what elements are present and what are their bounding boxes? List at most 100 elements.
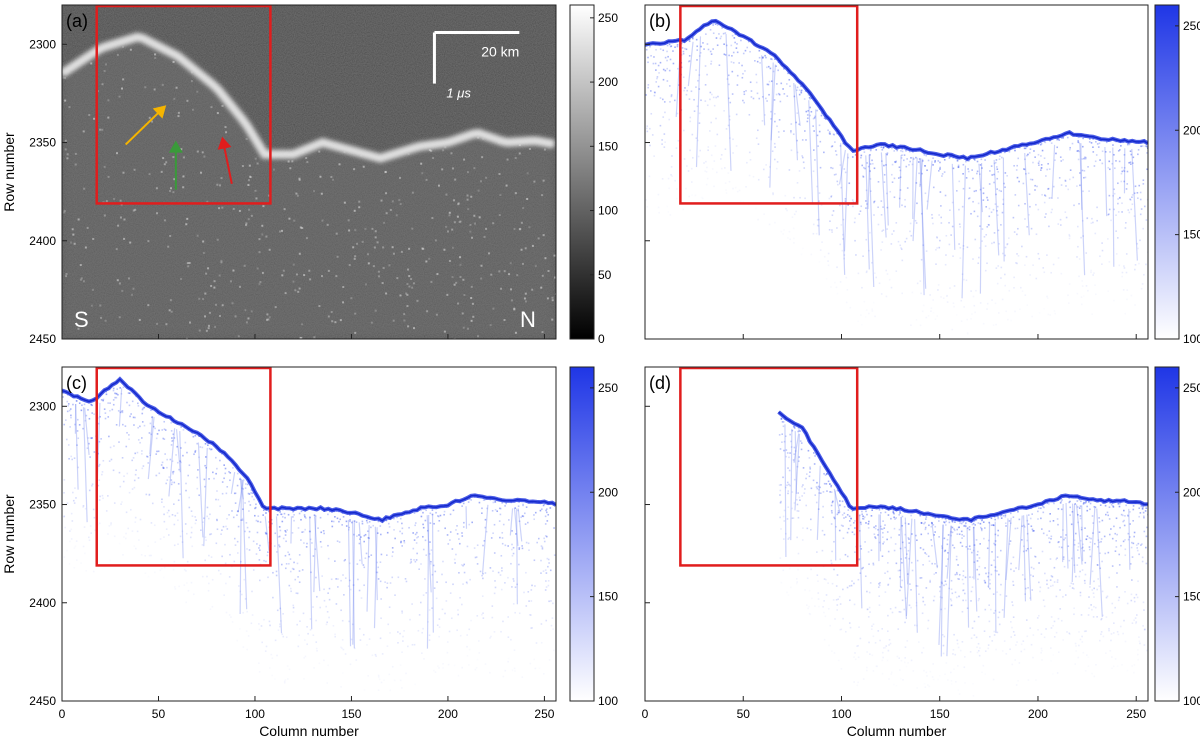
highlight-box [95, 367, 272, 567]
speckle [62, 45, 556, 339]
arrow-2 [217, 136, 233, 184]
x-tick-label: 100 [245, 707, 265, 721]
arrow-shaft [124, 111, 160, 146]
plot-area-d [679, 367, 1148, 689]
y-axis-label: Row number [1, 494, 17, 574]
colorbar-tick-label: 250 [1183, 19, 1200, 33]
y-tick-label: 2300 [29, 37, 56, 51]
y-axis: 2300 2350 2400 2450 [29, 399, 67, 708]
echo-density [62, 381, 556, 692]
x-tick-label: 50 [737, 707, 751, 721]
y-axis-label: Row number [1, 132, 17, 212]
plot-frame [61, 366, 557, 702]
y-tick-label: 2350 [29, 498, 56, 512]
colorbar: 100 150 200 250 [1154, 4, 1200, 346]
colorbar: 100 150 200 250 [1154, 366, 1200, 708]
plot-area-c [62, 367, 556, 692]
colorbar-tick-label: 250 [1183, 381, 1200, 395]
x-tick-label: 50 [152, 707, 166, 721]
x-tick-label: 150 [341, 707, 361, 721]
y-tick-label: 2450 [29, 332, 56, 346]
south-label: S [74, 307, 89, 332]
x-tick-label: 100 [831, 707, 851, 721]
arrow-shaft [223, 146, 233, 184]
arrow-0 [124, 105, 167, 146]
colorbar-tick-label: 200 [598, 485, 618, 499]
x-axis: 0 50 100 150 200 250 [59, 696, 555, 721]
colorbar-tick-label: 0 [598, 332, 605, 346]
surface-echo-core [62, 35, 555, 160]
colorbar-tick-label: 200 [598, 75, 618, 89]
x-axis [644, 334, 1137, 339]
x-tick-label: 250 [1126, 707, 1146, 721]
colorbar: 100 150 200 250 [569, 366, 618, 708]
colorbar-tick-label: 100 [598, 694, 618, 708]
y-tick-label: 2350 [29, 136, 56, 150]
colorbar-tick-label: 250 [598, 381, 618, 395]
panel-b: (b) 100 150 200 250 [644, 4, 1200, 346]
surface-echo-core [778, 411, 1148, 522]
surface-echo-core [62, 378, 556, 522]
arrow-1 [168, 140, 183, 190]
x-tick-label: 150 [930, 707, 950, 721]
colorbar-tick-label: 100 [598, 204, 618, 218]
colorbar-tick-label: 100 [1183, 332, 1200, 346]
colorbar-tick-label: 100 [1183, 694, 1200, 708]
x-axis-label: Column number [259, 723, 359, 739]
y-tick-label: 2300 [29, 399, 56, 413]
y-tick-label: 2450 [29, 694, 56, 708]
panel-d: (d) 0 50 100 150 200 250 Column number 100 150 200… [642, 366, 1200, 739]
colorbar-scale [569, 4, 595, 340]
x-axis: 0 50 100 150 200 250 [642, 696, 1147, 721]
highlight-box [95, 5, 272, 205]
plot-frame [61, 4, 557, 340]
surface-echo [645, 18, 1148, 162]
arrow-head [217, 136, 232, 150]
plot-frame [644, 366, 1149, 702]
y-tick-label: 2400 [29, 234, 56, 248]
echo-density [645, 19, 1148, 331]
x-tick-label: 250 [534, 707, 554, 721]
y-axis [645, 43, 650, 340]
x-axis-label: Column number [847, 723, 947, 739]
panel-label: (c) [66, 373, 87, 393]
surface-echo [62, 376, 556, 524]
y-tick-label: 2400 [29, 596, 56, 610]
scale-label-horizontal: 20 km [481, 44, 519, 60]
plot-frame [644, 4, 1149, 340]
plot-area-a [62, 5, 556, 339]
panel-a: 20 km 1 μs S N (a) 2300 2350 2400 2450 Row number… [1, 4, 618, 346]
y-axis [645, 405, 650, 702]
colorbar-scale [1154, 4, 1180, 340]
subsurface-glow [62, 36, 556, 339]
colorbar-tick-label: 150 [598, 590, 618, 604]
y-axis: 2300 2350 2400 2450 [29, 37, 67, 346]
x-axis [61, 334, 545, 339]
colorbar-tick-label: 200 [1183, 123, 1200, 137]
colorbar-tick-label: 50 [598, 268, 612, 282]
panel-label: (a) [66, 11, 88, 31]
x-tick-label: 0 [642, 707, 649, 721]
echo-density [778, 414, 1148, 689]
colorbar-tick-label: 150 [1183, 590, 1200, 604]
colorbar: 0 50 100 150 200 250 [569, 4, 618, 346]
scale-bar: 20 km 1 μs [432, 31, 520, 101]
x-tick-label: 200 [1028, 707, 1048, 721]
highlight-box [679, 5, 859, 205]
colorbar-tick-label: 150 [1183, 228, 1200, 242]
surface-echo [777, 410, 1148, 523]
surface-echo-core [645, 20, 1148, 160]
x-tick-label: 200 [438, 707, 458, 721]
colorbar-tick-label: 250 [598, 11, 618, 25]
colorbar-tick-label: 200 [1183, 485, 1200, 499]
colorbar-tick-label: 150 [598, 139, 618, 153]
highlight-box [679, 367, 859, 567]
plot-area-b [645, 5, 1148, 331]
arrow-head [168, 140, 183, 153]
panel-label: (d) [649, 373, 671, 393]
arrow-head [152, 105, 167, 119]
north-label: N [520, 307, 536, 332]
colorbar-scale [569, 366, 595, 702]
